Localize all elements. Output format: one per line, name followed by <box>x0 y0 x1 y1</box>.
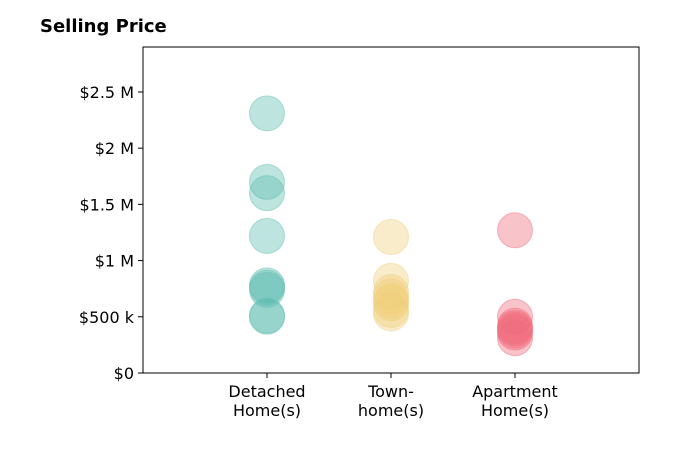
data-point <box>497 310 533 347</box>
data-point <box>249 297 285 334</box>
data-point <box>373 274 409 311</box>
data-point <box>373 292 409 329</box>
data-point <box>249 298 285 335</box>
data-point <box>373 218 409 255</box>
data-point <box>497 212 533 249</box>
y-tick-label: $1 M <box>95 252 134 271</box>
data-point <box>249 269 285 306</box>
data-point <box>373 278 409 315</box>
data-point <box>373 285 409 322</box>
data-point <box>373 262 409 299</box>
y-tick-label: $500 k <box>79 308 135 327</box>
data-point <box>249 271 285 308</box>
data-points <box>249 95 533 357</box>
chart-title: Selling Price <box>40 16 167 37</box>
x-tick-label: Town-home(s) <box>358 382 424 420</box>
y-axis: $0 $500 k $1 M $1.5 M $2 M $2.5 M <box>79 83 143 383</box>
data-point <box>497 312 533 349</box>
data-point <box>249 163 285 200</box>
data-point <box>249 217 285 254</box>
data-point <box>497 320 533 357</box>
data-point <box>249 267 285 304</box>
data-point <box>373 295 409 332</box>
y-tick-label: $1.5 M <box>79 195 134 214</box>
y-tick-label: $0 <box>114 364 134 383</box>
data-point <box>497 298 533 335</box>
data-point <box>497 314 533 351</box>
data-point <box>249 175 285 212</box>
x-tick-label: Apartment Home(s) <box>472 382 558 420</box>
x-axis: Detached Home(s) Town-home(s) Apartment Home… <box>228 373 558 420</box>
data-point <box>373 283 409 320</box>
x-tick-label: Detached Home(s) <box>228 382 305 420</box>
y-tick-label: $2 M <box>95 139 134 158</box>
data-point <box>249 95 285 132</box>
data-point <box>497 307 533 344</box>
y-tick-label: $2.5 M <box>79 83 134 102</box>
